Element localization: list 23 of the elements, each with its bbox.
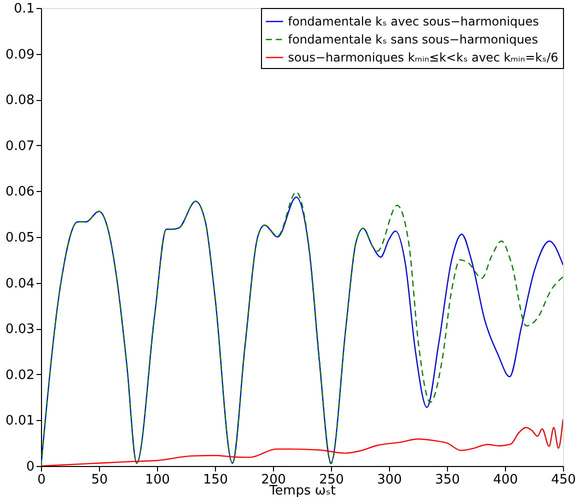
x-tick-label: 300 bbox=[377, 472, 402, 488]
y-tick-label: 0.09 bbox=[6, 47, 34, 62]
legend-label: fondamentale kₛ avec sous−harmoniques bbox=[288, 14, 539, 28]
x-axis-title: Temps ωₛt bbox=[268, 484, 336, 497]
x-tick-label: 100 bbox=[145, 472, 170, 488]
x-tick-label: 50 bbox=[91, 472, 108, 488]
x-tick-label: 0 bbox=[37, 472, 46, 488]
x-tick-label: 400 bbox=[493, 472, 518, 488]
x-tick-label: 450 bbox=[551, 472, 576, 488]
x-tick-label: 150 bbox=[203, 472, 228, 488]
y-tick-label: 0.03 bbox=[6, 322, 34, 338]
y-tick-label: 0.06 bbox=[6, 184, 34, 200]
y-tick-label: 0.01 bbox=[6, 414, 34, 429]
legend-label: fondamentale kₛ sans sous−harmoniques bbox=[288, 32, 538, 46]
legend-label: sous−harmoniques kₘᵢₙ≤k<kₛ avec kₘᵢₙ=kₛ/6 bbox=[288, 50, 558, 64]
y-tick-label: 0.05 bbox=[6, 230, 34, 246]
y-tick-label: 0.02 bbox=[6, 368, 34, 383]
y-tick-label: 0 bbox=[26, 460, 34, 474]
y-tick-label: 0.1 bbox=[14, 2, 34, 16]
y-tick-label: 0.07 bbox=[6, 138, 34, 154]
x-tick-label: 350 bbox=[435, 472, 460, 488]
y-tick-label: 0.08 bbox=[6, 93, 34, 108]
y-tick-label: 0.04 bbox=[6, 276, 34, 292]
